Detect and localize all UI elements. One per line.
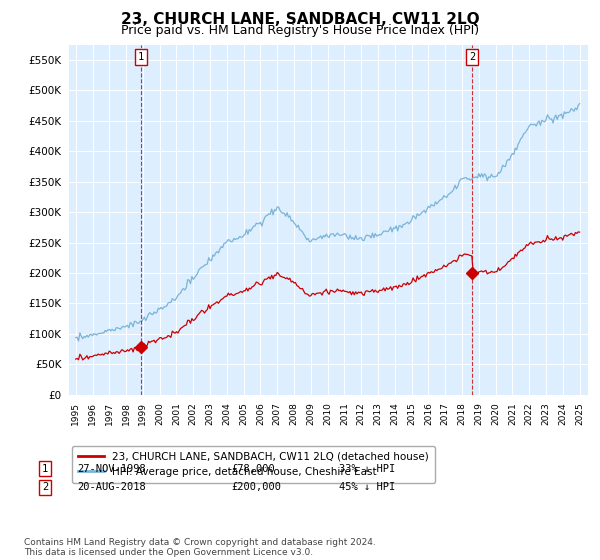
Text: 20-AUG-2018: 20-AUG-2018 [77, 482, 146, 492]
Text: 23, CHURCH LANE, SANDBACH, CW11 2LQ: 23, CHURCH LANE, SANDBACH, CW11 2LQ [121, 12, 479, 27]
Text: Contains HM Land Registry data © Crown copyright and database right 2024.
This d: Contains HM Land Registry data © Crown c… [24, 538, 376, 557]
Text: 2: 2 [42, 482, 48, 492]
Text: 1: 1 [42, 464, 48, 474]
Text: 33% ↓ HPI: 33% ↓ HPI [339, 464, 395, 474]
Text: 2: 2 [469, 52, 475, 62]
Legend: 23, CHURCH LANE, SANDBACH, CW11 2LQ (detached house), HPI: Average price, detach: 23, CHURCH LANE, SANDBACH, CW11 2LQ (det… [71, 446, 435, 483]
Text: £78,000: £78,000 [231, 464, 275, 474]
Text: £200,000: £200,000 [231, 482, 281, 492]
Text: Price paid vs. HM Land Registry's House Price Index (HPI): Price paid vs. HM Land Registry's House … [121, 24, 479, 36]
Text: 27-NOV-1998: 27-NOV-1998 [77, 464, 146, 474]
Text: 1: 1 [138, 52, 145, 62]
Text: 45% ↓ HPI: 45% ↓ HPI [339, 482, 395, 492]
